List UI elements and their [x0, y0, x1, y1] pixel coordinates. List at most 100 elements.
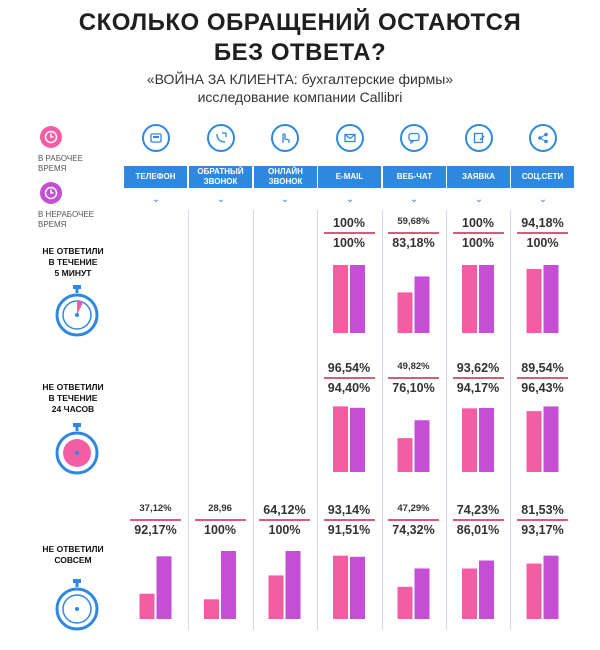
chat-icon: [400, 124, 428, 152]
pct-label-nonwork-social-row2: 96,43%: [521, 381, 564, 395]
bar-work-social-row3: [526, 563, 542, 619]
pct-label-nonwork-chat-row1: 83,18%: [392, 236, 435, 250]
pct-label-work-online-call-row3: 64,12%: [263, 503, 306, 517]
bar-work-email-row2: [333, 406, 348, 472]
bar-nonwork-callback-row3: [221, 551, 236, 619]
bar-work-form-row3: [462, 568, 477, 619]
pct-label-work-social-row2: 89,54%: [521, 361, 564, 375]
bar-work-social-row1: [526, 268, 542, 333]
pct-label-work-email-row2: 96,54%: [327, 361, 371, 375]
chevron-down-icon: ⌄: [280, 194, 290, 205]
bar-work-chat-row3: [397, 586, 413, 619]
pct-label-nonwork-form-row1: 100%: [462, 236, 494, 250]
pct-separator-email-row3: [323, 519, 375, 521]
pct-label-nonwork-email-row2: 94,40%: [327, 381, 371, 395]
column-divider: [317, 210, 318, 630]
bar-nonwork-email-row1: [350, 265, 365, 333]
pct-label-work-social-row1: 94,18%: [521, 216, 564, 230]
bar-nonwork-social-row2: [543, 406, 559, 472]
pct-separator-online-call-row3: [259, 519, 310, 521]
online-call-icon: [271, 124, 299, 152]
pct-label-nonwork-chat-row3: 74,32%: [392, 523, 435, 537]
pct-label-work-phone-row3: 37,12%: [139, 503, 172, 514]
pct-separator-social-row2: [517, 377, 568, 379]
pct-separator-email-row1: [323, 232, 375, 234]
pct-label-nonwork-social-row3: 93,17%: [521, 523, 564, 537]
phone-icon: [142, 124, 170, 152]
bar-work-phone-row3: [139, 593, 155, 619]
pct-label-nonwork-social-row1: 100%: [526, 236, 559, 250]
column-divider: [382, 210, 383, 630]
pct-label-work-form-row1: 100%: [462, 216, 494, 230]
pct-label-work-chat-row2: 49,82%: [397, 361, 430, 372]
pct-separator-chat-row2: [388, 377, 439, 379]
pct-label-work-social-row3: 81,53%: [521, 503, 564, 517]
bar-nonwork-chat-row2: [414, 420, 430, 472]
pct-separator-form-row3: [452, 519, 504, 521]
bar-nonwork-form-row2: [479, 407, 494, 472]
column-divider: [188, 210, 189, 630]
chevron-down-icon: ⌄: [345, 194, 355, 205]
pct-label-nonwork-email-row3: 91,51%: [327, 523, 371, 537]
channel-header-social: СОЦ.СЕТИ: [511, 166, 574, 188]
channel-header-callback: ОБРАТНЫЙ ЗВОНОК: [189, 166, 252, 188]
pct-label-nonwork-phone-row3: 92,17%: [134, 523, 177, 537]
bar-work-email-row3: [333, 555, 348, 619]
pct-label-work-form-row3: 74,23%: [456, 503, 500, 517]
pct-label-nonwork-email-row1: 100%: [333, 236, 365, 250]
pct-separator-callback-row3: [194, 519, 246, 521]
bar-nonwork-chat-row3: [414, 568, 430, 619]
bar-work-chat-row1: [397, 292, 413, 333]
email-icon: [336, 124, 364, 152]
column-divider: [446, 210, 447, 630]
pct-separator-form-row1: [452, 232, 504, 234]
chevron-down-icon: ⌄: [538, 194, 548, 205]
pct-label-work-email-row3: 93,14%: [327, 503, 371, 517]
pct-separator-email-row2: [323, 377, 375, 379]
legend-work-label: В РАБОЧЕЕ ВРЕМЯ: [38, 154, 83, 173]
row-label-5min: НЕ ОТВЕТИЛИ В ТЕЧЕНИЕ 5 МИНУТ: [42, 246, 104, 278]
pct-separator-social-row3: [517, 519, 568, 521]
bar-work-chat-row2: [397, 438, 413, 472]
chevron-down-icon: ⌄: [409, 194, 419, 205]
pct-separator-chat-row3: [388, 519, 439, 521]
pct-separator-social-row1: [517, 232, 568, 234]
bar-nonwork-email-row3: [350, 556, 365, 619]
row-label-24h: НЕ ОТВЕТИЛИ В ТЕЧЕНИЕ 24 ЧАСОВ: [42, 382, 104, 414]
chevron-down-icon: ⌄: [474, 194, 484, 205]
bar-work-email-row1: [333, 265, 348, 333]
pct-label-work-callback-row3: 28,96: [208, 503, 232, 514]
bar-nonwork-chat-row1: [414, 276, 430, 333]
legend-work-clock-icon: [40, 126, 62, 148]
bar-nonwork-form-row1: [479, 265, 494, 333]
pct-label-nonwork-online-call-row3: 100%: [268, 523, 301, 537]
channel-header-form: ЗАЯВКА: [447, 166, 510, 188]
channel-header-email: E-MAIL: [318, 166, 381, 188]
channel-header-online-call: ОНЛАЙН ЗВОНОК: [254, 166, 317, 188]
page-title-line2: БЕЗ ОТВЕТА?: [213, 39, 387, 66]
pct-label-nonwork-form-row2: 94,17%: [456, 381, 500, 395]
pct-separator-form-row2: [452, 377, 504, 379]
legend-nonwork-label: В НЕРАБОЧЕЕ ВРЕМЯ: [38, 210, 95, 229]
pct-label-nonwork-form-row3: 86,01%: [456, 523, 500, 537]
row-label-never: НЕ ОТВЕТИЛИ СОВСЕМ: [42, 544, 104, 565]
subtitle-line1: «ВОЙНА ЗА КЛИЕНТА: бухгалтерские фирмы»: [146, 71, 454, 87]
bar-work-online-call-row3: [268, 575, 284, 619]
column-divider: [510, 210, 511, 630]
channel-header-chat: ВЕБ-ЧАТ: [383, 166, 446, 188]
bar-work-form-row2: [462, 408, 477, 472]
bar-work-social-row2: [526, 411, 542, 472]
pct-label-work-email-row1: 100%: [333, 216, 365, 230]
pct-label-work-chat-row1: 59,68%: [397, 216, 430, 227]
stopwatch-5min-icon: [55, 285, 99, 337]
form-icon: [465, 124, 493, 152]
chevron-down-icon: ⌄: [151, 194, 161, 205]
pct-separator-chat-row1: [388, 232, 439, 234]
bar-nonwork-social-row3: [543, 555, 559, 619]
stopwatch-never-icon: [55, 579, 99, 631]
page-title-line1: СКОЛЬКО ОБРАЩЕНИЙ ОСТАЮТСЯ: [78, 9, 522, 36]
pct-label-work-chat-row3: 47,29%: [397, 503, 430, 514]
bar-work-callback-row3: [204, 599, 219, 619]
column-divider: [253, 210, 254, 630]
